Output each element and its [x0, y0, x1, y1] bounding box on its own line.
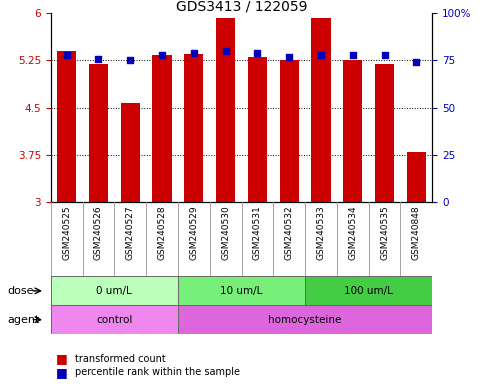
- Bar: [51, 305, 178, 334]
- Bar: [407, 152, 426, 202]
- Bar: [280, 60, 298, 202]
- Point: [317, 52, 325, 58]
- Bar: [51, 276, 178, 305]
- Bar: [312, 18, 330, 202]
- Point: [95, 56, 102, 62]
- Point: [127, 57, 134, 63]
- Bar: [343, 60, 362, 202]
- Text: ■: ■: [56, 366, 67, 379]
- Point: [412, 59, 420, 65]
- Point: [381, 52, 388, 58]
- Bar: [57, 51, 76, 202]
- Bar: [89, 64, 108, 202]
- Bar: [178, 276, 305, 305]
- Text: control: control: [96, 314, 132, 325]
- Text: GSM240534: GSM240534: [348, 205, 357, 260]
- Point: [63, 52, 71, 58]
- Point: [254, 50, 261, 56]
- Text: GSM240848: GSM240848: [412, 205, 421, 260]
- Text: ■: ■: [56, 353, 67, 366]
- Bar: [121, 103, 140, 202]
- Bar: [185, 54, 203, 202]
- Text: GSM240526: GSM240526: [94, 205, 103, 260]
- Bar: [216, 18, 235, 202]
- Text: GSM240532: GSM240532: [284, 205, 294, 260]
- Text: GSM240528: GSM240528: [157, 205, 167, 260]
- Text: GSM240533: GSM240533: [316, 205, 326, 260]
- Text: GDS3413 / 122059: GDS3413 / 122059: [176, 0, 307, 13]
- Text: 100 um/L: 100 um/L: [344, 286, 393, 296]
- Text: GSM240531: GSM240531: [253, 205, 262, 260]
- Bar: [375, 64, 394, 202]
- Text: 0 um/L: 0 um/L: [97, 286, 132, 296]
- Text: homocysteine: homocysteine: [269, 314, 342, 325]
- Text: GSM240525: GSM240525: [62, 205, 71, 260]
- Text: percentile rank within the sample: percentile rank within the sample: [75, 367, 240, 377]
- Text: agent: agent: [7, 314, 40, 325]
- Point: [222, 48, 229, 54]
- Text: GSM240527: GSM240527: [126, 205, 135, 260]
- Text: GSM240535: GSM240535: [380, 205, 389, 260]
- Bar: [248, 57, 267, 202]
- Text: 10 um/L: 10 um/L: [220, 286, 263, 296]
- Bar: [153, 55, 171, 202]
- Point: [158, 52, 166, 58]
- Bar: [305, 276, 432, 305]
- Bar: [178, 305, 432, 334]
- Text: GSM240529: GSM240529: [189, 205, 199, 260]
- Text: transformed count: transformed count: [75, 354, 166, 364]
- Point: [349, 52, 356, 58]
- Point: [190, 50, 198, 56]
- Point: [285, 54, 293, 60]
- Text: GSM240530: GSM240530: [221, 205, 230, 260]
- Text: dose: dose: [7, 286, 34, 296]
